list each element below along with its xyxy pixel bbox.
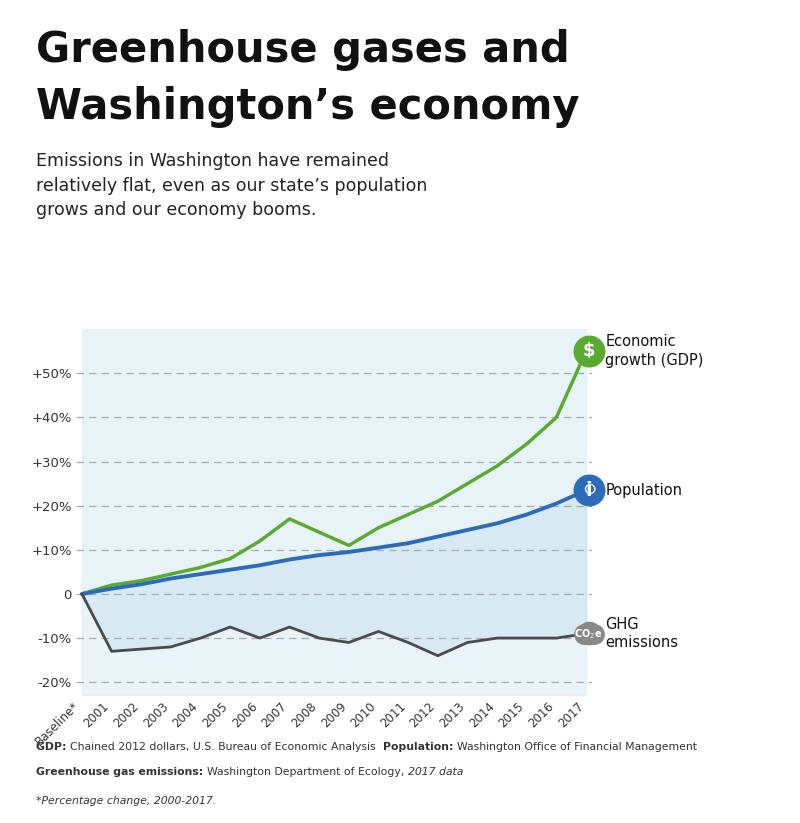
Text: ⵔ: ⵔ xyxy=(583,483,595,497)
Text: *Percentage change, 2000-2017.: *Percentage change, 2000-2017. xyxy=(36,796,216,806)
Text: Economic
growth (GDP): Economic growth (GDP) xyxy=(606,334,704,368)
Text: Greenhouse gas emissions:: Greenhouse gas emissions: xyxy=(36,767,207,777)
Text: GHG
emissions: GHG emissions xyxy=(606,617,678,650)
Text: i: i xyxy=(586,481,592,500)
Text: Emissions in Washington have remained
relatively flat, even as our state’s popul: Emissions in Washington have remained re… xyxy=(36,152,427,219)
Text: 2017 data: 2017 data xyxy=(408,767,463,777)
Text: Greenhouse gases and: Greenhouse gases and xyxy=(36,29,570,71)
Text: GDP:: GDP: xyxy=(36,742,70,752)
Text: CO$_2$e: CO$_2$e xyxy=(574,627,602,640)
Text: Population: Population xyxy=(606,483,682,498)
Text: Chained 2012 dollars, U.S. Bureau of Economic Analysis: Chained 2012 dollars, U.S. Bureau of Eco… xyxy=(70,742,383,752)
Text: $: $ xyxy=(582,342,595,360)
Text: Population:: Population: xyxy=(383,742,457,752)
Text: Washington Department of Ecology,: Washington Department of Ecology, xyxy=(207,767,408,777)
Text: Washington Office of Financial Management: Washington Office of Financial Managemen… xyxy=(457,742,697,752)
Text: Washington’s economy: Washington’s economy xyxy=(36,86,579,128)
